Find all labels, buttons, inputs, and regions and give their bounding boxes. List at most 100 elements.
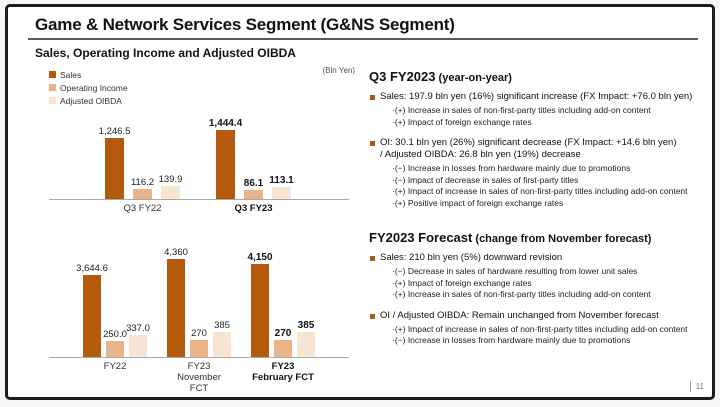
bullet-text: OI / Adjusted OIBDA: Remain unchanged fr… [380, 309, 659, 321]
bar-value-label: 385 [214, 320, 230, 331]
sub-bullet-text: ·(−) Increase in losses from hardware ma… [392, 335, 631, 345]
section-heading: Q3 FY2023 (year-on-year) [369, 68, 704, 86]
sub-bullet-text: ·(−) Increase in losses from hardware ma… [392, 163, 631, 173]
sub-bullet-text: ·(−) Decrease in sales of hardware resul… [392, 266, 638, 276]
chart-legend: Sales Operating Income Adjusted OIBDA [49, 68, 357, 107]
unit-note: (Bln Yen) [322, 66, 355, 75]
bar-value-label: 3,644.6 [76, 263, 108, 274]
bar-value-label: 1,444.4 [208, 118, 243, 129]
bullet-item: OI: 30.1 bln yen (26%) significant decre… [369, 137, 704, 209]
bar [251, 264, 269, 357]
legend-label: Sales [60, 69, 82, 80]
slide-content: Sales, Operating Income and Adjusted OIB… [8, 40, 712, 394]
bar-column-operating-income: 270 [274, 328, 292, 357]
x-axis-label: FY22 [103, 361, 127, 372]
sub-bullet-list: ·(+) Increase in sales of non-first-part… [392, 105, 692, 128]
bar-column-sales: 4,150 [247, 252, 273, 357]
bar [133, 189, 152, 199]
page-title: Game & Network Services Segment (G&NS Se… [35, 15, 455, 34]
bar [274, 340, 292, 357]
bar-column-operating-income: 86.1 [244, 178, 263, 199]
section-heading-note: (change from November forecast) [472, 233, 652, 245]
bar [129, 335, 147, 357]
bar-group: 4,150 270 385 [247, 252, 315, 357]
bar-column-adjusted-oibda: 385 [297, 320, 315, 357]
sub-bullet-text: ·(+) Impact of increase in sales of non-… [392, 323, 688, 334]
bar-value-label: 337.0 [126, 323, 150, 334]
bar-group: 4,360 270 385 [164, 247, 231, 357]
bullet-body: Sales: 210 bln yen (5%) downward revisio… [380, 252, 651, 301]
bar-value-label: 250.0 [103, 329, 127, 340]
bar-value-label: 4,150 [247, 252, 273, 263]
section-heading-note: (year-on-year) [435, 72, 512, 84]
sub-bullet-text: ·(+) Increase in sales of non-first-part… [392, 105, 651, 115]
bar-group: 3,644.6 250.0 337.0 [76, 263, 150, 357]
fullyear-bar-chart: 3,644.6 250.0 337.0 4,360 270 385 4,150 270 385 F… [49, 246, 349, 394]
bullet-item: Sales: 210 bln yen (5%) downward revisio… [369, 252, 704, 301]
bullet-square-icon [370, 256, 375, 261]
bullet-text: OI: 30.1 bln yen (26%) significant decre… [380, 137, 677, 160]
bullet-item: OI / Adjusted OIBDA: Remain unchanged fr… [369, 310, 704, 347]
legend-item: Operating Income [49, 81, 357, 94]
charts-subtitle: Sales, Operating Income and Adjusted OIB… [35, 46, 296, 60]
bullet-square-icon [370, 95, 375, 100]
bar-value-label: 1,246.5 [98, 126, 131, 137]
bar-value-label: 385 [297, 320, 315, 331]
bar [216, 130, 235, 199]
chart-header: Sales Operating Income Adjusted OIBDA (Bln… [49, 66, 357, 108]
bar-column-operating-income: 270 [190, 328, 208, 357]
bar-value-label: 270 [191, 328, 207, 339]
legend-item: Sales [49, 68, 357, 81]
commentary-section: Q3 FY2023 (year-on-year) Sales: 197.9 bln… [369, 68, 704, 209]
bar-column-sales: 1,246.5 [99, 126, 130, 199]
commentary-section: FY2023 Forecast (change from November fo… [369, 229, 704, 347]
bar-group: 1,444.4 86.1 113.1 [209, 118, 294, 199]
bar [190, 340, 208, 357]
page-number-area: 11 [689, 381, 704, 392]
charts-panel: Sales, Operating Income and Adjusted OIB… [35, 46, 357, 394]
bar-column-operating-income: 250.0 [103, 329, 127, 357]
bar-value-label: 4,360 [164, 247, 188, 258]
bullet-square-icon [370, 313, 375, 319]
chart-plot-area: 3,644.6 250.0 337.0 4,360 270 385 4,150 270 385 [49, 246, 349, 358]
sub-bullet-text: ·(−) Impact of decrease in sales of firs… [392, 174, 579, 185]
bar-value-label: 270 [274, 328, 292, 339]
bullet-item: Sales: 197.9 bln yen (16%) significant i… [369, 91, 704, 128]
x-axis-labels: Q3 FY22 Q3 FY23 [49, 203, 349, 214]
bullet-body: OI: 30.1 bln yen (26%) significant decre… [380, 137, 688, 209]
bar [213, 332, 231, 357]
sub-bullet-text: ·(+) Positive impact of foreign exchange… [392, 197, 564, 208]
section-heading: FY2023 Forecast (change from November fo… [369, 229, 704, 247]
sub-bullet-list: ·(−) Increase in losses from hardware ma… [392, 163, 688, 209]
sub-bullet-list: ·(+) Impact of increase in sales of non-… [392, 324, 688, 347]
bar-column-sales: 3,644.6 [76, 263, 108, 357]
page-number: 11 [689, 381, 704, 392]
sub-bullet-text: ·(+) Impact of increase in sales of non-… [392, 186, 688, 196]
legend-swatch-icon [49, 84, 56, 91]
bar-group: 1,246.5 116.2 139.9 [99, 126, 183, 199]
bar-column-adjusted-oibda: 385 [213, 320, 231, 357]
bar-column-adjusted-oibda: 113.1 [269, 175, 294, 199]
sub-bullet-text: ·(+) Impact of foreign exchange rates [392, 277, 532, 288]
x-axis-label: FY23 February FCT [252, 361, 314, 383]
bar-value-label: 86.1 [243, 178, 264, 189]
bullet-text: Sales: 210 bln yen (5%) downward revisio… [380, 252, 563, 263]
quarterly-bar-chart: 1,246.5 116.2 139.9 1,444.4 86.1 113.1 Q3 FY22… [49, 116, 349, 214]
bullet-body: Sales: 197.9 bln yen (16%) significant i… [380, 91, 692, 128]
legend-swatch-icon [49, 71, 56, 78]
x-axis-label: Q3 FY22 [123, 203, 162, 214]
sub-bullet-text: ·(+) Impact of foreign exchange rates [392, 116, 532, 127]
bar [272, 187, 291, 199]
legend-label: Adjusted OIBDA [60, 95, 122, 106]
bar-value-label: 139.9 [158, 174, 183, 185]
x-axis-label: FY23 November FCT [177, 361, 221, 394]
commentary-panel: Q3 FY2023 (year-on-year) Sales: 197.9 bln… [357, 46, 704, 394]
bar [244, 190, 263, 199]
bar [106, 341, 124, 357]
bar-value-label: 113.1 [269, 175, 294, 186]
sub-bullet-text: ·(+) Increase in sales of non-first-part… [392, 289, 651, 299]
bullet-square-icon [370, 141, 375, 146]
bar-value-label: 116.2 [130, 177, 155, 188]
bar-column-sales: 4,360 [164, 247, 188, 357]
title-underline [28, 38, 698, 40]
